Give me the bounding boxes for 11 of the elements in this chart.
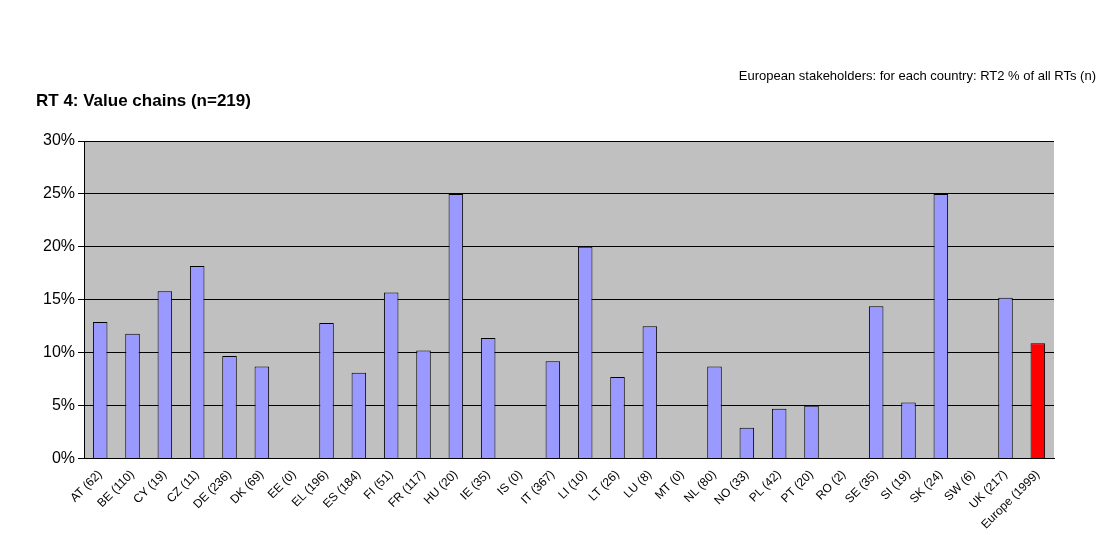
y-tick-label: 20% — [42, 237, 76, 255]
text: European stakeholders: for each country: RT2 % of all RTs (n) — [738, 67, 1096, 83]
y-tick-label: 30% — [42, 131, 76, 149]
y-tick-label: 15% — [42, 290, 76, 308]
y-tick-label: 5% — [51, 396, 76, 414]
y-tick-label: 0% — [51, 448, 76, 466]
y-tick-label: 10% — [42, 343, 76, 361]
y-tick-label: 25% — [42, 184, 76, 202]
x-tick-label: IE (35) — [457, 467, 493, 503]
chart-title: RT 4: Value chains (n=219) — [36, 90, 251, 110]
x-tick-label: LU (8) — [620, 467, 655, 501]
